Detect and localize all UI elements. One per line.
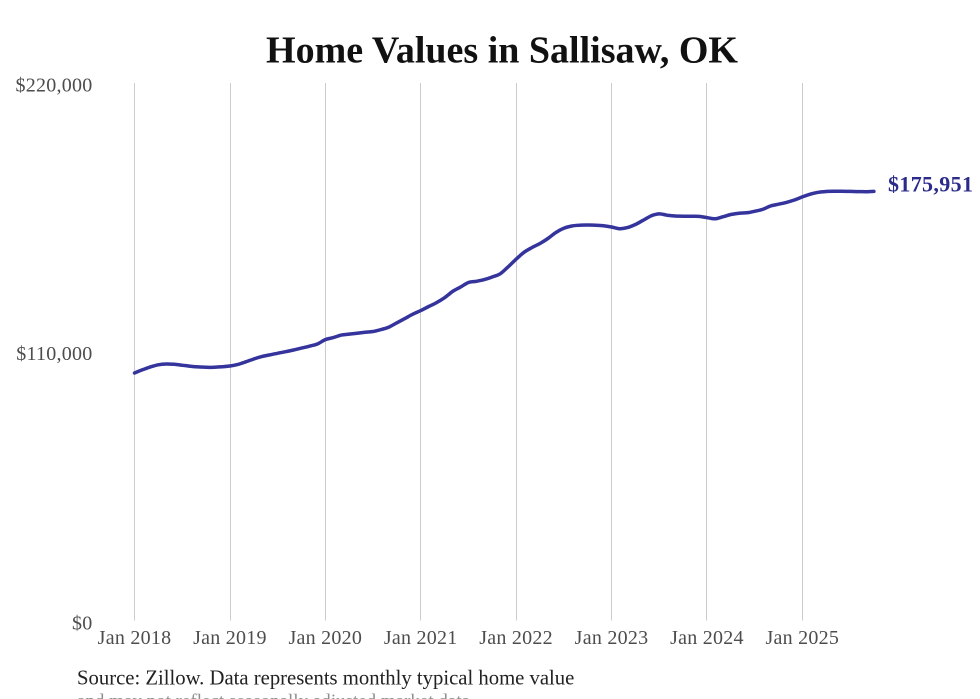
svg-text:and may not reflect seasonally: and may not reflect seasonally adjusted … bbox=[77, 691, 471, 699]
svg-text:Jan 2021: Jan 2021 bbox=[384, 627, 458, 649]
svg-text:Jan 2019: Jan 2019 bbox=[193, 627, 267, 649]
svg-text:Jan 2025: Jan 2025 bbox=[765, 627, 839, 649]
svg-text:$220,000: $220,000 bbox=[16, 75, 93, 97]
svg-text:$110,000: $110,000 bbox=[16, 343, 92, 365]
svg-text:$175,951: $175,951 bbox=[888, 172, 973, 197]
svg-text:Jan 2023: Jan 2023 bbox=[575, 627, 649, 649]
svg-text:$0: $0 bbox=[72, 613, 93, 635]
svg-text:Source: Zillow. Data represent: Source: Zillow. Data represents monthly … bbox=[77, 668, 574, 690]
svg-text:Jan 2018: Jan 2018 bbox=[98, 627, 172, 649]
svg-text:Home Values in Sallisaw, OK: Home Values in Sallisaw, OK bbox=[266, 30, 738, 72]
svg-text:Jan 2022: Jan 2022 bbox=[479, 627, 553, 649]
svg-text:Jan 2024: Jan 2024 bbox=[670, 627, 744, 649]
svg-text:Jan 2020: Jan 2020 bbox=[288, 627, 362, 649]
